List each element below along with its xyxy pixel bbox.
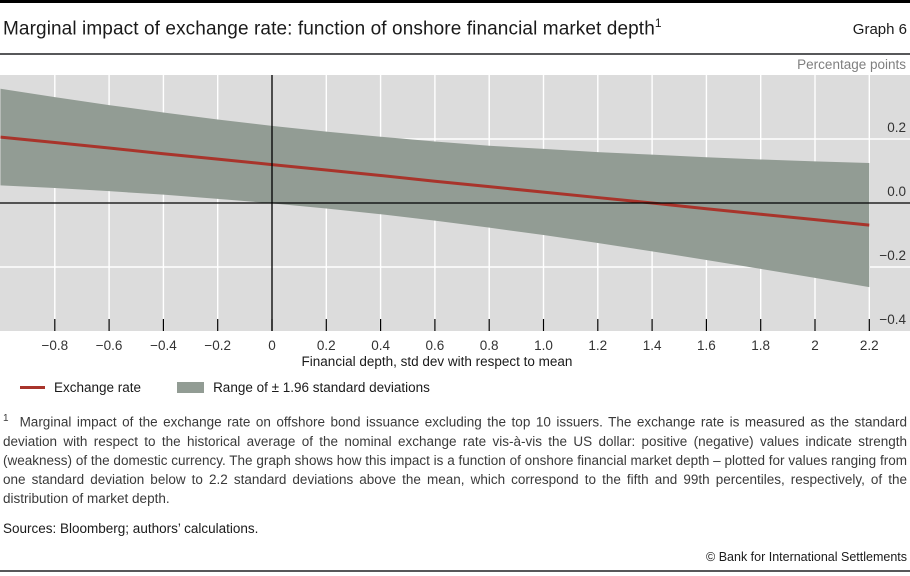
legend-line-swatch xyxy=(20,386,45,389)
footnote-body: Marginal impact of the exchange rate on … xyxy=(3,414,907,507)
footnote-marker: 1 xyxy=(3,413,9,424)
y-tick-label: 0.2 xyxy=(887,120,906,135)
top-border-rule xyxy=(0,0,910,3)
header-divider-rule xyxy=(0,53,910,55)
copyright-line: © Bank for International Settlements xyxy=(706,550,907,564)
x-tick-label: 0.4 xyxy=(371,338,390,353)
x-tick-label: −0.6 xyxy=(96,338,123,353)
y-tick-label: −0.2 xyxy=(879,248,906,263)
x-tick-label: 2 xyxy=(811,338,819,353)
legend-item-std-dev-range: Range of ± 1.96 standard deviations xyxy=(177,380,430,395)
x-tick-label: 0 xyxy=(268,338,276,353)
x-tick-label: −0.2 xyxy=(204,338,231,353)
x-tick-label: 0.8 xyxy=(480,338,499,353)
legend-label-std-dev-range: Range of ± 1.96 standard deviations xyxy=(213,380,430,395)
x-tick-label: 1.4 xyxy=(643,338,662,353)
y-tick-label: −0.4 xyxy=(879,312,906,327)
footnote-text: 1 Marginal impact of the exchange rate o… xyxy=(3,409,907,509)
y-tick-label: 0.0 xyxy=(887,184,906,199)
x-tick-label: 1.6 xyxy=(697,338,716,353)
x-tick-label: −0.8 xyxy=(41,338,68,353)
x-tick-label: −0.4 xyxy=(150,338,177,353)
chart-title-footnote-marker: 1 xyxy=(654,16,662,30)
chart-plot-area: −0.8 −0.6 −0.4 −0.2 0 0.2 0.4 0.6 0.8 1.0 1.2 1.4 1.… xyxy=(0,75,910,353)
legend-box-swatch xyxy=(177,382,205,393)
std-dev-band xyxy=(0,88,870,288)
chart-header: Marginal impact of exchange rate: functi… xyxy=(3,16,907,40)
x-tick-label: 2.2 xyxy=(860,338,879,353)
x-tick-label: 1.2 xyxy=(588,338,607,353)
exchange-rate-line xyxy=(0,135,870,227)
x-tick-label: 0.6 xyxy=(426,338,445,353)
x-tick-label: 0.2 xyxy=(317,338,336,353)
bottom-border-rule xyxy=(0,570,910,572)
chart-title: Marginal impact of exchange rate: functi… xyxy=(3,16,662,40)
x-tick-label: 1.0 xyxy=(534,338,553,353)
graph-number-label: Graph 6 xyxy=(852,21,907,39)
y-axis-unit-label: Percentage points xyxy=(797,57,906,72)
chart-title-text: Marginal impact of exchange rate: functi… xyxy=(3,18,655,40)
sources-line: Sources: Bloomberg; authors’ calculation… xyxy=(3,521,259,536)
legend-item-exchange-rate: Exchange rate xyxy=(20,380,141,395)
legend-label-exchange-rate: Exchange rate xyxy=(54,380,142,395)
chart-legend: Exchange rate Range of ± 1.96 standard d… xyxy=(20,380,430,395)
x-tick-label: 1.8 xyxy=(751,338,770,353)
x-axis-title: Financial depth, std dev with respect to… xyxy=(301,354,573,369)
